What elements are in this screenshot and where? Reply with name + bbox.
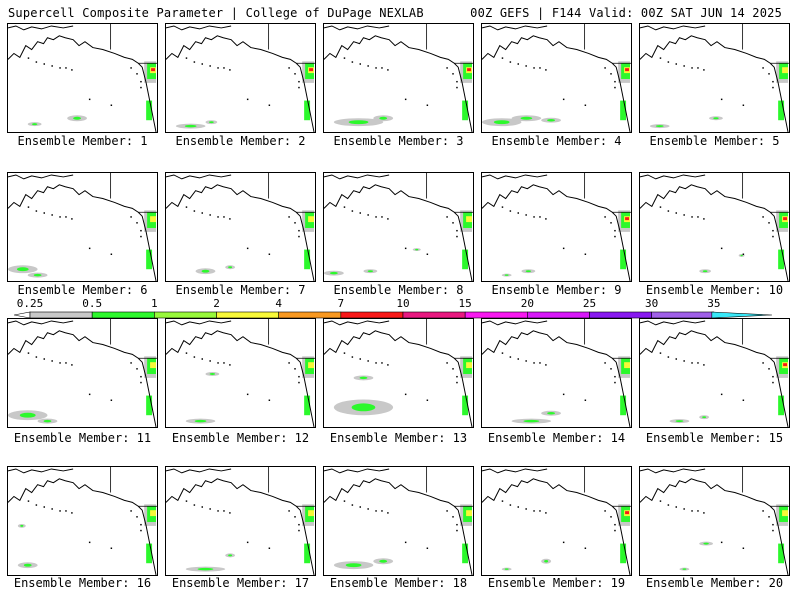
legend-color-swatch — [402, 311, 466, 319]
legend-tick-label: 0.25 — [16, 297, 44, 310]
legend-color-swatch — [651, 311, 715, 319]
ensemble-member-label: Ensemble Member: 9 — [491, 283, 622, 297]
ensemble-member-map — [481, 172, 632, 282]
legend-tick-label: 20 — [520, 297, 534, 310]
legend-tick-label: 1 — [151, 297, 158, 310]
ensemble-member-label: Ensemble Member: 20 — [645, 576, 784, 590]
legend-color-swatch — [527, 311, 590, 319]
ensemble-member-map — [323, 466, 474, 576]
legend-color-swatch — [711, 311, 773, 319]
ensemble-member-label: Ensemble Member: 19 — [487, 576, 626, 590]
ensemble-member-label: Ensemble Member: 1 — [17, 134, 148, 148]
ensemble-member-map — [165, 466, 316, 576]
ensemble-member-map — [7, 318, 158, 428]
ensemble-member-label: Ensemble Member: 11 — [13, 431, 152, 445]
legend-color-swatch — [14, 311, 31, 319]
legend-tick-label: 0.5 — [82, 297, 103, 310]
ensemble-member-label: Ensemble Member: 12 — [171, 431, 310, 445]
ensemble-member-label: Ensemble Member: 16 — [13, 576, 152, 590]
valid-time-label: 00Z GEFS | F144 Valid: 00Z SAT JUN 14 20… — [470, 6, 782, 20]
legend-color-swatch — [278, 311, 342, 319]
legend-tick-label: 30 — [645, 297, 659, 310]
ensemble-member-label: Ensemble Member: 8 — [333, 283, 464, 297]
ensemble-member-map — [165, 23, 316, 133]
ensemble-member-label: Ensemble Member: 10 — [645, 283, 784, 297]
legend-color-swatch — [589, 311, 652, 319]
legend-tick-label: 2 — [213, 297, 220, 310]
legend-color-swatch — [29, 311, 93, 319]
legend-color-swatch — [154, 311, 217, 319]
ensemble-member-map — [481, 318, 632, 428]
ensemble-member-map — [481, 23, 632, 133]
ensemble-member-map — [639, 172, 790, 282]
ensemble-member-map — [481, 466, 632, 576]
ensemble-member-label: Ensemble Member: 6 — [17, 283, 148, 297]
chart-title: Supercell Composite Parameter | College … — [8, 6, 424, 20]
ensemble-member-label: Ensemble Member: 17 — [171, 576, 310, 590]
ensemble-member-label: Ensemble Member: 2 — [175, 134, 306, 148]
ensemble-member-map — [7, 172, 158, 282]
ensemble-member-map — [7, 23, 158, 133]
ensemble-member-label: Ensemble Member: 14 — [487, 431, 626, 445]
legend-tick-label: 35 — [707, 297, 721, 310]
ensemble-member-map — [323, 23, 474, 133]
ensemble-member-map — [639, 23, 790, 133]
ensemble-member-map — [165, 318, 316, 428]
ensemble-member-map — [323, 318, 474, 428]
ensemble-member-map — [639, 318, 790, 428]
ensemble-member-label: Ensemble Member: 4 — [491, 134, 622, 148]
ensemble-member-map — [7, 466, 158, 576]
legend-tick-label: 15 — [458, 297, 472, 310]
ensemble-member-label: Ensemble Member: 5 — [649, 134, 780, 148]
color-legend-bar — [14, 311, 773, 319]
ensemble-member-label: Ensemble Member: 3 — [333, 134, 464, 148]
ensemble-member-map — [323, 172, 474, 282]
legend-color-swatch — [91, 311, 155, 319]
legend-tick-label: 25 — [582, 297, 597, 310]
ensemble-member-map — [165, 172, 316, 282]
ensemble-member-label: Ensemble Member: 18 — [329, 576, 468, 590]
legend-tick-label: 10 — [396, 297, 410, 310]
legend-color-swatch — [216, 311, 279, 319]
ensemble-member-label: Ensemble Member: 13 — [329, 431, 468, 445]
ensemble-member-label: Ensemble Member: 7 — [175, 283, 306, 297]
legend-tick-label: 7 — [337, 297, 345, 310]
legend-color-swatch — [464, 311, 528, 319]
ensemble-member-label: Ensemble Member: 15 — [645, 431, 784, 445]
legend-color-swatch — [340, 311, 404, 319]
legend-tick-label: 4 — [275, 297, 282, 310]
ensemble-member-map — [639, 466, 790, 576]
